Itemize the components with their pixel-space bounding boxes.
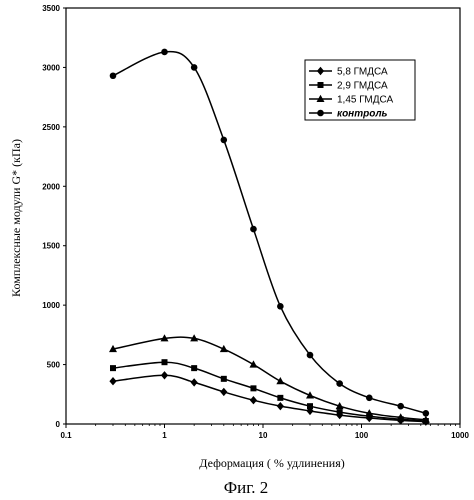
data-point	[108, 344, 117, 353]
data-point	[422, 410, 430, 417]
legend-label: 1,45 ГМДСА	[337, 95, 394, 106]
data-point	[365, 409, 374, 417]
data-point	[190, 64, 198, 71]
data-point	[161, 48, 168, 56]
axes: 0 500 1000 1500 2000 2500 3000 3500 0.1 1 10 100 100…	[42, 4, 469, 440]
data-point	[160, 334, 169, 342]
data-point	[220, 375, 227, 382]
y-tick-label: 1500	[42, 242, 60, 251]
legend-item: 1,45 ГМДСА	[309, 95, 394, 106]
data-point	[250, 385, 257, 392]
series-triangle	[108, 334, 430, 423]
y-tick-label: 1000	[42, 301, 60, 310]
legend-label: контроль	[337, 109, 388, 120]
legend-marker	[316, 94, 325, 102]
data-point	[277, 394, 284, 401]
series-square	[109, 359, 429, 425]
legend-item: контроль	[309, 109, 388, 120]
y-axis-label: Комплексные модули G* (кПа)	[9, 139, 23, 297]
data-point	[396, 413, 405, 421]
data-point	[421, 415, 430, 423]
data-point	[365, 394, 373, 402]
data-point	[190, 378, 198, 387]
x-tick-label: 1	[162, 431, 167, 440]
data-point	[249, 360, 258, 368]
data-point	[220, 136, 228, 144]
legend-box	[304, 59, 416, 121]
data-point	[109, 365, 116, 372]
series-line	[112, 336, 426, 421]
data-point	[109, 377, 117, 386]
legend-item: 2,9 ГМДСА	[309, 81, 388, 92]
data-point	[276, 377, 285, 385]
series-line	[112, 361, 426, 422]
data-point	[306, 403, 313, 410]
data-point	[336, 409, 343, 416]
y-tick-label: 2500	[42, 123, 60, 132]
data-point	[276, 401, 284, 411]
legend: 5,8 ГМДСА 2,9 ГМДСА 1,45 ГМДСА контроль	[304, 59, 416, 121]
data-point	[220, 387, 228, 397]
data-point	[161, 359, 168, 366]
data-point	[306, 351, 314, 359]
x-tick-label: 1000	[451, 431, 469, 440]
data-point	[397, 402, 404, 410]
data-point	[305, 391, 314, 399]
data-point	[219, 344, 228, 353]
data-point	[277, 303, 284, 310]
legend-item: 5,8 ГМДСА	[309, 67, 388, 78]
series-line	[112, 50, 427, 415]
legend-marker	[316, 66, 325, 76]
series-layer	[108, 48, 430, 426]
legend-label: 5,8 ГМДСА	[337, 67, 388, 78]
legend-marker	[317, 109, 324, 117]
x-tick-label: 10	[259, 431, 268, 440]
data-point	[335, 401, 344, 410]
legend-label: 2,9 ГМДСА	[337, 81, 388, 92]
y-tick-label: 3000	[42, 63, 60, 72]
data-point	[336, 380, 343, 387]
x-tick-label: 100	[355, 431, 369, 440]
data-point	[191, 365, 198, 372]
data-point	[109, 72, 117, 80]
legend-marker	[317, 82, 324, 88]
data-point	[249, 396, 258, 405]
data-point	[160, 371, 169, 380]
y-tick-label: 500	[47, 361, 61, 370]
figure-caption: Фиг. 2	[224, 478, 269, 497]
y-tick-label: 3500	[42, 4, 60, 13]
data-point	[250, 225, 257, 233]
series-circle	[109, 48, 430, 417]
y-tick-label: 2000	[42, 182, 60, 191]
x-axis-label: Деформация ( % удлинения)	[199, 456, 344, 470]
x-tick-label: 0.1	[60, 431, 72, 440]
y-tick-label: 0	[56, 420, 61, 429]
data-point	[190, 334, 199, 342]
